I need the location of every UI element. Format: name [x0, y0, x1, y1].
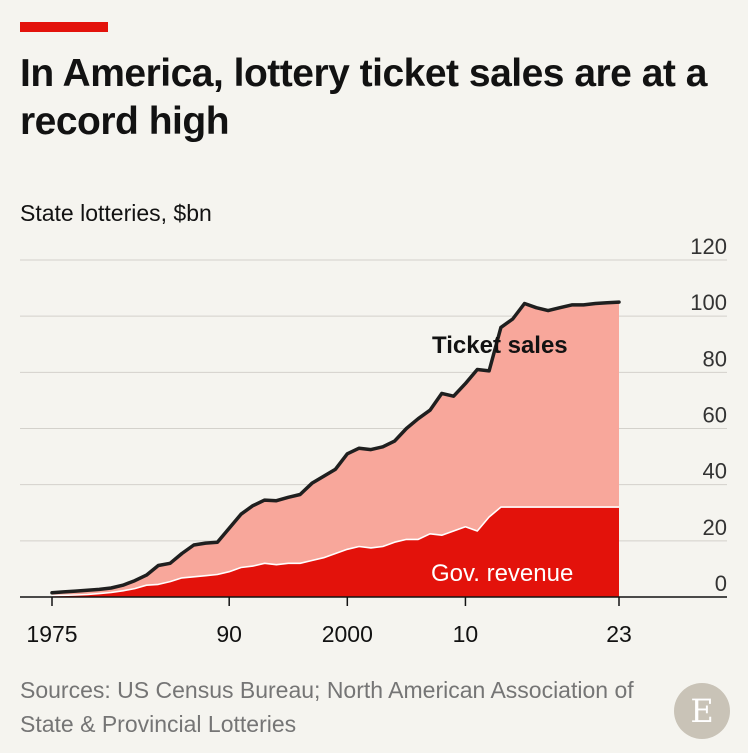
x-tick-label: 10: [453, 621, 479, 647]
gov-revenue-label: Gov. revenue: [431, 560, 573, 587]
economist-logo: E: [674, 683, 730, 739]
ticket-sales-label: Ticket sales: [432, 332, 568, 359]
gov-revenue-line: [51, 506, 619, 597]
x-tick-label: 1975: [26, 621, 77, 647]
x-tick-label: 2000: [322, 621, 373, 647]
source-note: Sources: US Census Bureau; North America…: [20, 677, 634, 737]
brand-red-bar: [20, 22, 108, 32]
chart-area: 0 20 40 60 80 100 120 1975 90 2000 10 23 Ticket sale…: [20, 234, 727, 647]
chart-title: In America, lottery ticket sales are at …: [20, 52, 707, 143]
y-tick-label: 40: [703, 459, 727, 484]
ticket-sales-area: [52, 302, 619, 597]
gov-revenue-area: [52, 507, 619, 597]
x-tick-label: 90: [216, 621, 242, 647]
x-tick-label: 23: [606, 621, 632, 647]
y-tick-label: 80: [703, 346, 727, 371]
ticket-sales-line: [50, 300, 621, 595]
chart-subtitle: State lotteries, $bn: [20, 200, 212, 226]
y-tick-label: 100: [690, 290, 727, 315]
y-tick-label: 20: [703, 515, 727, 540]
y-tick-label: 0: [715, 571, 727, 596]
y-tick-label: 120: [690, 234, 727, 259]
y-tick-label: 60: [703, 403, 727, 428]
